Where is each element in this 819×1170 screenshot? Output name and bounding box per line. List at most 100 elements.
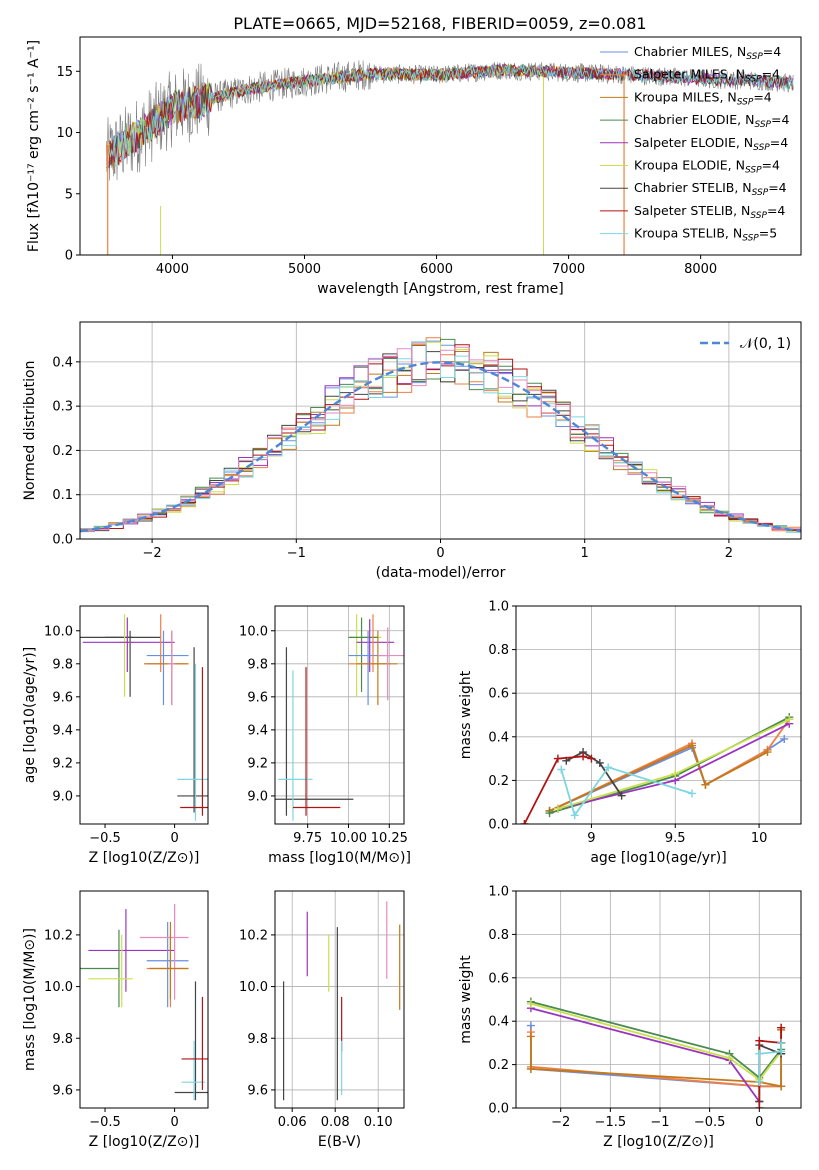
- weight-line: [530, 1000, 782, 1079]
- x-tick-label: 0: [170, 1115, 178, 1130]
- x-tick-label: −2: [551, 1115, 570, 1130]
- x-tick-label: 10.25: [371, 831, 408, 846]
- residual-legend: 𝒩(0, 1): [700, 336, 791, 352]
- y-tick-label: 15: [56, 65, 73, 80]
- y-tick-label: 0.6: [488, 971, 509, 986]
- y-tick-label: 0.8: [488, 643, 509, 658]
- weight-line: [523, 755, 592, 824]
- spectrum-ylabel: Flux [fλ10⁻¹⁷ erg cm⁻² s⁻¹ A⁻¹]: [26, 40, 42, 252]
- y-tick-label: 0.4: [52, 355, 73, 370]
- y-tick-label: 0.0: [488, 1102, 509, 1117]
- weight-marker: [604, 763, 613, 772]
- spectrum-model-salpeter-stelib: [108, 63, 794, 166]
- y-tick-label: 9.4: [52, 723, 73, 738]
- weight-vs-age-lines: [520, 713, 794, 824]
- legend-label: Salpeter STELIB, NSSP=4: [634, 203, 785, 221]
- spectrum-model-kroupa-stelib: [108, 64, 794, 167]
- y-tick-label: 9.6: [247, 1083, 268, 1098]
- weight-marker: [780, 734, 789, 743]
- y-tick-label: 0.0: [52, 533, 73, 548]
- mass-vs-metallicity-xlabel: Z [log10(Z/Z⊙)]: [89, 1134, 200, 1150]
- weight-marker: [701, 780, 710, 789]
- weight-vs-metallicity-decor: −2 −1.5 −1 −0.5 0 0.0 0.2 0.4 0.6 0.8 1.0 Z [log10(…: [458, 885, 802, 1150]
- age-vs-mass-xlabel: mass [log10(M/M⊙)]: [268, 850, 411, 866]
- weight-line: [549, 744, 768, 812]
- weight-marker: [579, 752, 588, 761]
- y-tick-label: 10.0: [44, 624, 73, 639]
- x-tick-label: 0.06: [278, 1115, 307, 1130]
- mass-vs-ebv-axes: [275, 891, 404, 1108]
- legend-label: Kroupa ELODIE, NSSP=4: [634, 158, 780, 176]
- legend-label: Salpeter MILES, NSSP=4: [634, 67, 780, 85]
- x-tick-label: −1: [287, 546, 306, 561]
- weight-marker: [688, 741, 697, 750]
- age-vs-metallicity-ylabel: age [log10(age/yr)]: [22, 647, 38, 783]
- y-tick-label: 0.3: [52, 400, 73, 415]
- y-tick-label: 10.0: [44, 980, 73, 995]
- legend-label: Chabrier STELIB, NSSP=4: [634, 180, 787, 198]
- y-tick-label: 0.4: [488, 1015, 509, 1030]
- x-tick-label: −0.5: [694, 1115, 726, 1130]
- age-vs-metallicity-frame: [79, 605, 209, 825]
- weight-vs-metallicity-ylabel: mass weight: [458, 955, 474, 1044]
- weight-marker: [688, 789, 697, 798]
- y-tick-label: 0.2: [52, 444, 73, 459]
- weight-marker: [785, 715, 794, 724]
- y-tick-label: 10: [56, 126, 73, 141]
- y-tick-label: 9.6: [52, 690, 73, 705]
- x-tick-label: −0.5: [89, 1115, 121, 1130]
- x-tick-label: 7000: [552, 262, 585, 277]
- x-tick-label: 9: [587, 831, 595, 846]
- mass-vs-ebv-bars: [283, 901, 401, 1101]
- weight-line: [549, 718, 791, 812]
- y-tick-label: 0.0: [488, 818, 509, 833]
- weight-vs-metallicity-xlabel: Z [log10(Z/Z⊙)]: [603, 1134, 714, 1150]
- weight-line: [557, 718, 790, 810]
- spectrum-legend: Chabrier MILES, NSSP=4 Salpeter MILES, NS…: [600, 44, 789, 244]
- weight-marker: [595, 758, 604, 767]
- weight-marker: [520, 820, 529, 824]
- x-tick-label: 10.00: [330, 831, 367, 846]
- weight-vs-metallicity-lines: [526, 997, 786, 1108]
- weight-vs-age-frame: [515, 605, 802, 825]
- age-vs-mass-decor: 9.75 10.00 10.25 9.0 9.2 9.4 9.6 9.8 10.0 mass [l…: [239, 605, 411, 866]
- x-tick-label: 0: [755, 1115, 763, 1130]
- spectrum-xlabel: wavelength [Angstrom, rest frame]: [317, 281, 563, 297]
- weight-marker: [526, 1032, 535, 1041]
- weight-marker: [763, 748, 772, 757]
- y-tick-label: 9.4: [247, 723, 268, 738]
- age-vs-metallicity-bars: [80, 614, 208, 821]
- weight-line: [560, 766, 693, 818]
- y-tick-label: 0.6: [488, 687, 509, 702]
- x-tick-label: 2: [725, 546, 733, 561]
- residuals-ylabel: Normed distribution: [22, 361, 38, 501]
- y-tick-label: 0.1: [52, 488, 73, 503]
- y-tick-label: 9.6: [247, 690, 268, 705]
- weight-marker: [545, 809, 554, 818]
- legend-label: Kroupa MILES, NSSP=4: [634, 89, 772, 107]
- age-vs-mass-bars: [275, 614, 404, 821]
- x-tick-label: 1: [581, 546, 589, 561]
- y-tick-label: 10.2: [44, 928, 73, 943]
- x-tick-label: 0.08: [321, 1115, 350, 1130]
- y-tick-label: 5: [65, 187, 73, 202]
- y-tick-label: 0.8: [488, 928, 509, 943]
- weight-marker: [557, 765, 566, 774]
- x-tick-label: 6000: [420, 262, 453, 277]
- x-tick-label: −0.5: [89, 831, 121, 846]
- x-tick-label: 9.75: [293, 831, 322, 846]
- weight-marker: [553, 754, 562, 763]
- y-tick-label: 9.8: [247, 657, 268, 672]
- weight-marker: [671, 769, 680, 778]
- spectrum-lines: [105, 60, 794, 255]
- spectrum-frame: [79, 36, 802, 256]
- weight-marker: [617, 791, 626, 800]
- weight-marker: [553, 804, 562, 813]
- y-tick-label: 0.2: [488, 774, 509, 789]
- weight-marker: [777, 1023, 786, 1032]
- weight-marker: [570, 811, 579, 820]
- x-tick-label: 0.10: [364, 1115, 393, 1130]
- spectrum-decor: 4000 5000 6000 7000 8000 0 5 10 15 wavelength [An…: [26, 36, 802, 297]
- x-tick-label: 5000: [288, 262, 321, 277]
